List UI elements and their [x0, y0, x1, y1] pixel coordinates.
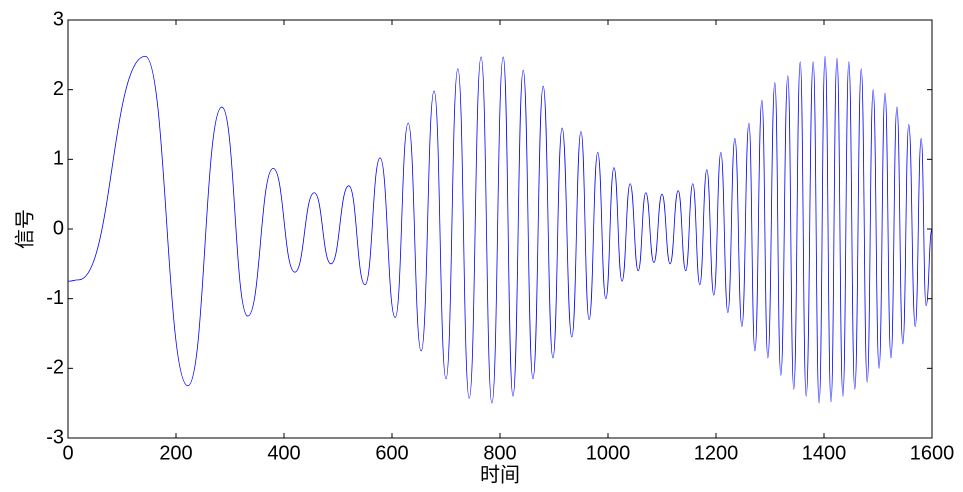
y-tick-label: -3: [46, 426, 64, 448]
x-tick-label: 200: [159, 442, 192, 464]
plot-frame: [67, 19, 933, 439]
x-tick-label: 400: [267, 442, 300, 464]
x-tick-label: 1000: [586, 442, 631, 464]
y-tick-label: 1: [53, 148, 64, 170]
x-tick-label: 1600: [910, 442, 955, 464]
signal-line: [67, 55, 933, 404]
x-tick-label: 1400: [802, 442, 847, 464]
x-tick-label: 600: [375, 442, 408, 464]
x-tick-label: 0: [62, 442, 73, 464]
x-tick-label: 1200: [694, 442, 739, 464]
y-tick-label: -2: [46, 357, 64, 379]
y-tick-label: 2: [53, 78, 64, 100]
y-tick-label: -1: [46, 287, 64, 309]
y-axis-label: 信号: [13, 209, 36, 249]
y-tick-label: 0: [53, 217, 64, 239]
y-tick-label: 3: [53, 8, 64, 30]
x-tick-label: 800: [483, 442, 516, 464]
x-axis-label: 时间: [480, 463, 520, 486]
